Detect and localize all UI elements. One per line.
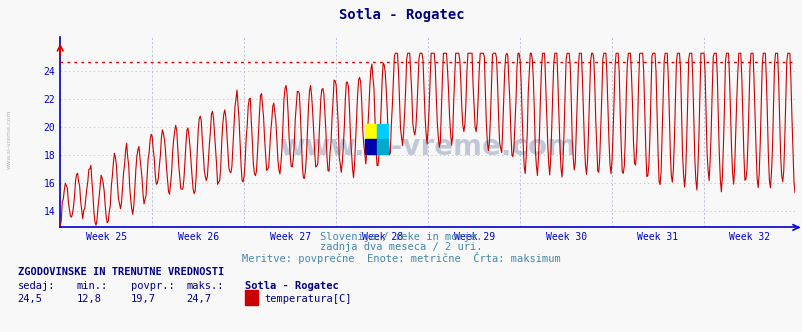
Text: Sotla - Rogatec: Sotla - Rogatec xyxy=(245,281,338,290)
Text: povpr.:: povpr.: xyxy=(131,281,174,290)
Text: min.:: min.: xyxy=(76,281,107,290)
Text: Slovenija / reke in morje.: Slovenija / reke in morje. xyxy=(320,232,482,242)
Text: 19,7: 19,7 xyxy=(131,294,156,304)
Text: temperatura[C]: temperatura[C] xyxy=(264,294,351,304)
Text: Meritve: povprečne  Enote: metrične  Črta: maksimum: Meritve: povprečne Enote: metrične Črta:… xyxy=(242,252,560,264)
Text: sedaj:: sedaj: xyxy=(18,281,55,290)
Text: ZGODOVINSKE IN TRENUTNE VREDNOSTI: ZGODOVINSKE IN TRENUTNE VREDNOSTI xyxy=(18,267,224,277)
Text: www.si-vreme.com: www.si-vreme.com xyxy=(6,110,11,169)
Text: 24,7: 24,7 xyxy=(186,294,211,304)
Text: 24,5: 24,5 xyxy=(18,294,43,304)
Text: 12,8: 12,8 xyxy=(76,294,101,304)
Text: Sotla - Rogatec: Sotla - Rogatec xyxy=(338,8,464,22)
Text: maks.:: maks.: xyxy=(186,281,224,290)
Text: www.si-vreme.com: www.si-vreme.com xyxy=(279,133,575,161)
Text: zadnja dva meseca / 2 uri.: zadnja dva meseca / 2 uri. xyxy=(320,242,482,252)
